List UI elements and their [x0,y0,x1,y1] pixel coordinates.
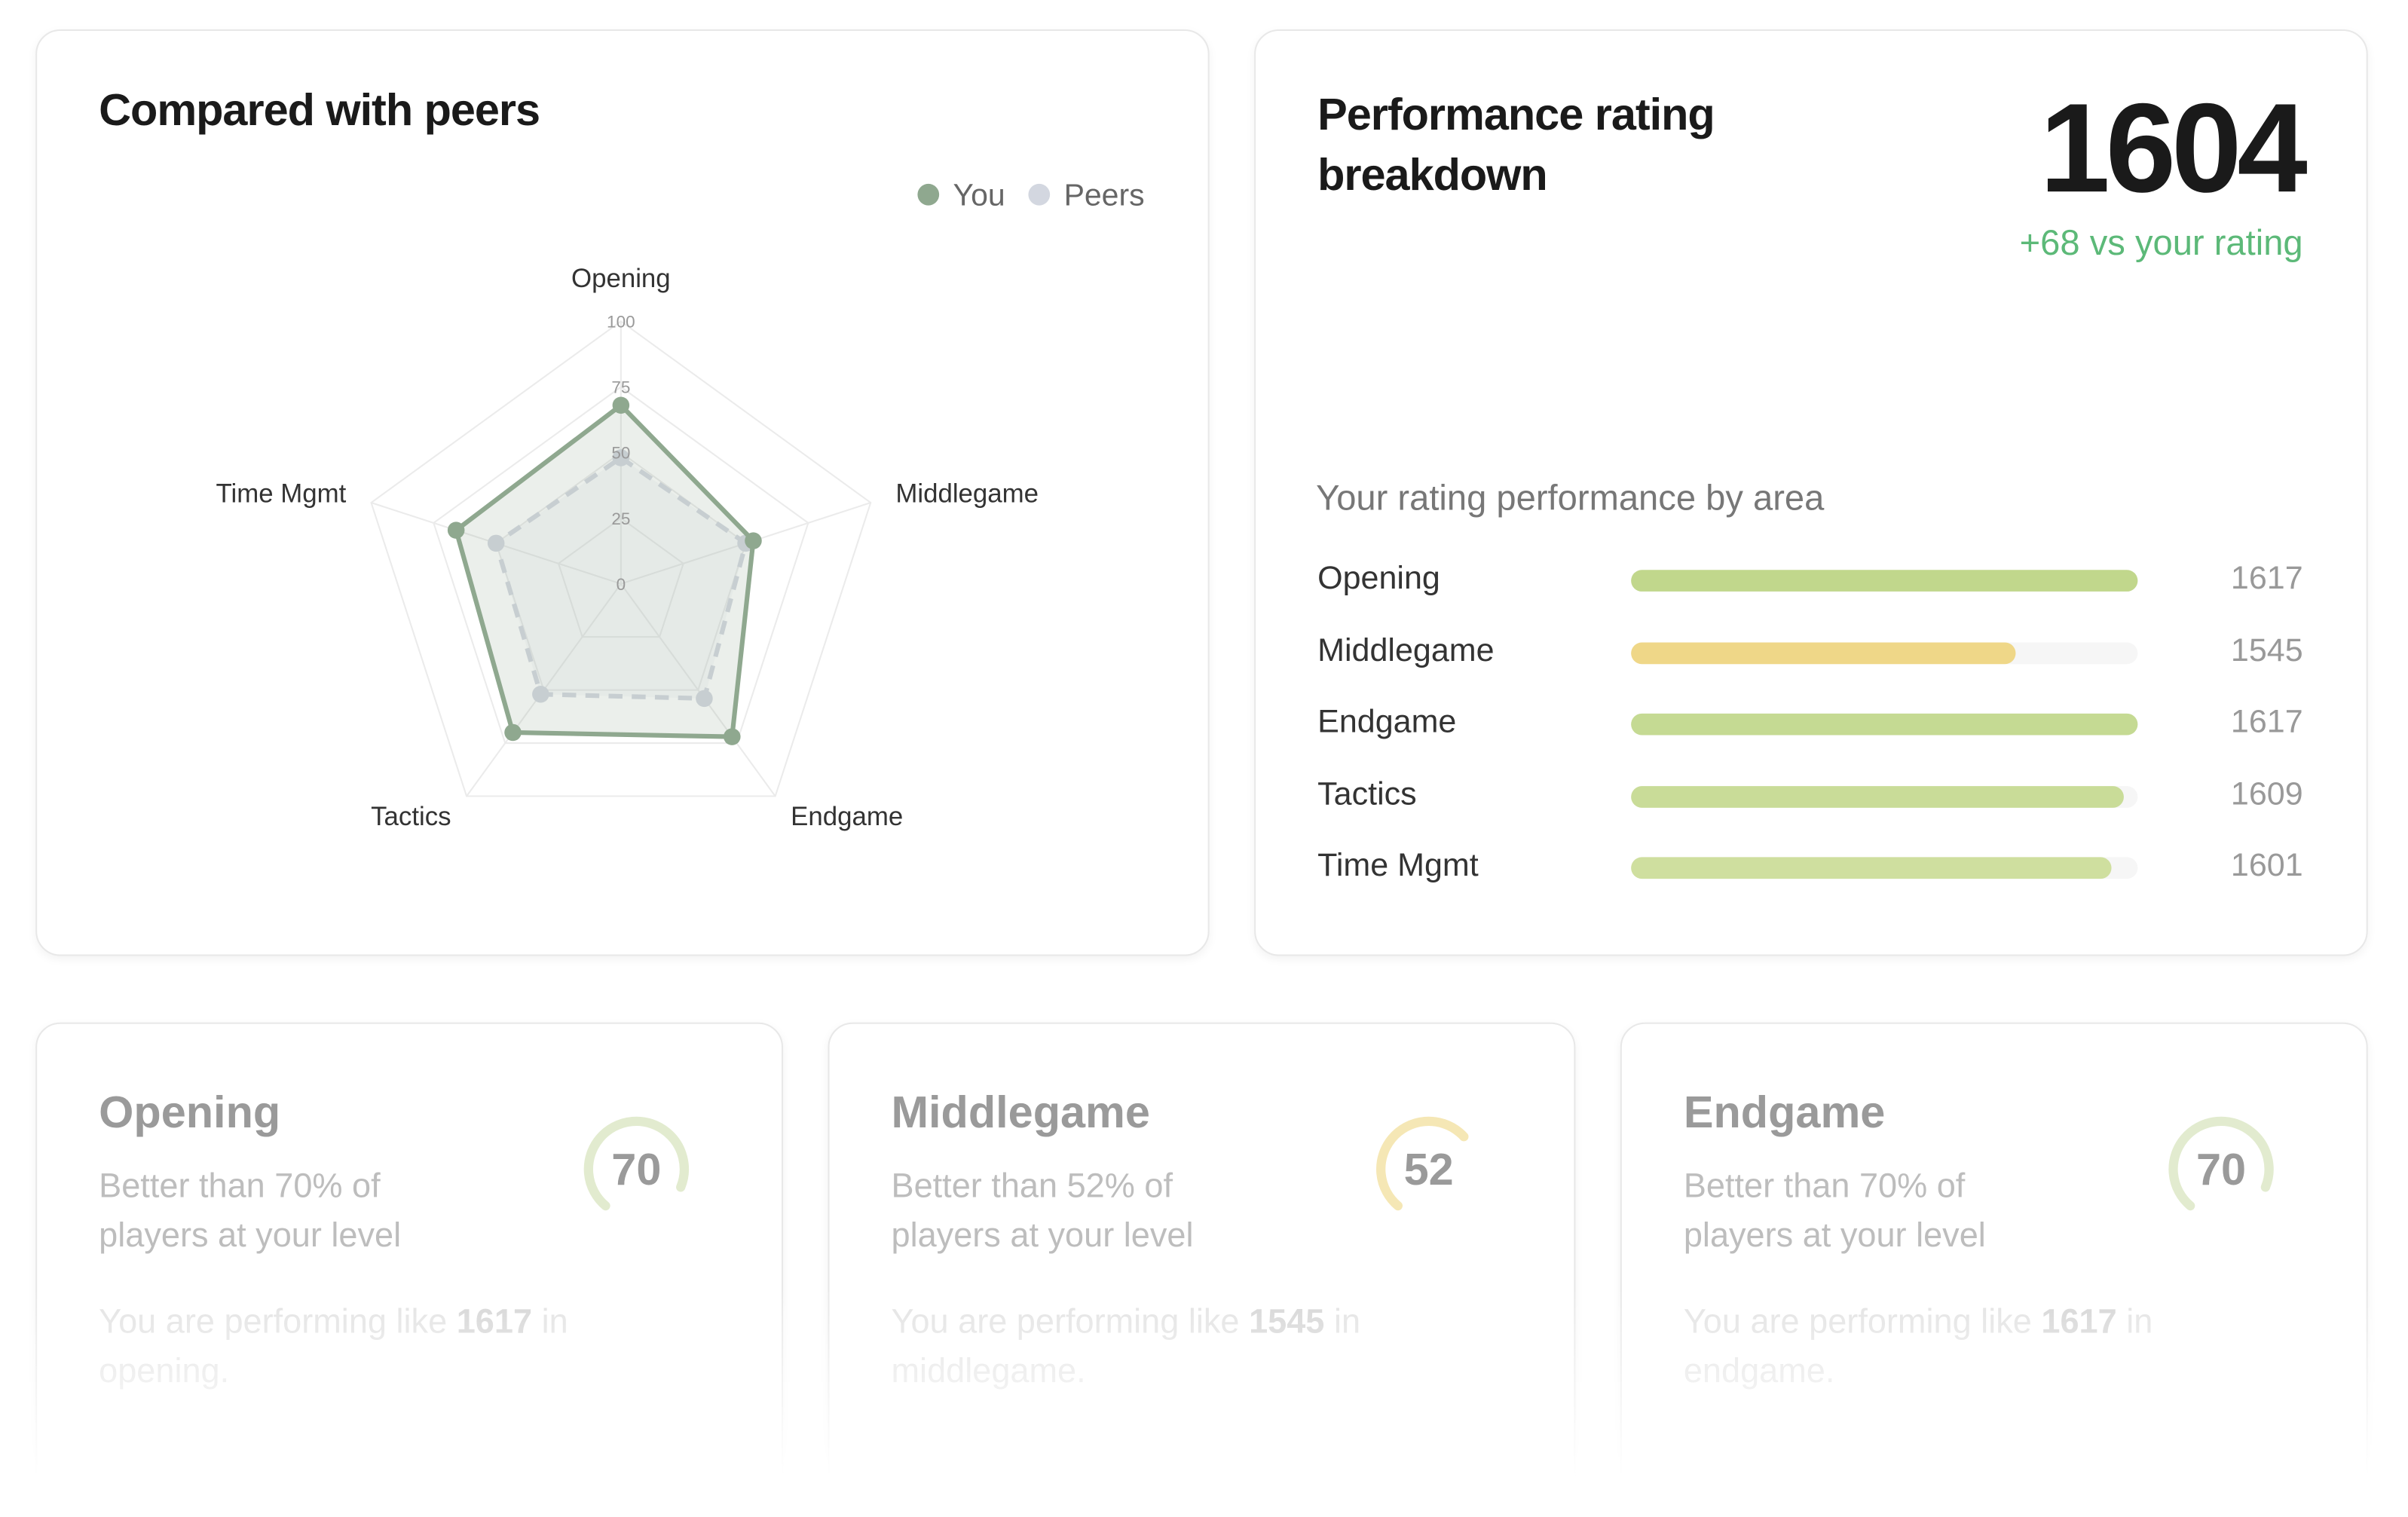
bar-value: 1545 [2230,632,2303,668]
area-title: Opening [99,1088,281,1139]
bar-value: 1601 [2230,848,2303,884]
r-tick-label: 75 [611,378,630,397]
bar-label: Time Mgmt [1317,848,1479,884]
axis-label: Tactics [371,802,451,831]
note-prefix: You are performing like [1683,1301,2032,1341]
area-card [35,1022,784,1517]
area-card [1620,1022,2368,1517]
area-card [828,1022,1576,1517]
area-note: You are performing like 1617 in endgame. [1684,1297,2240,1396]
area-note: You are performing like 1545 in middlega… [892,1297,1448,1396]
bar-label: Middlegame [1317,632,1495,668]
grid-ring [433,386,809,745]
bar-label: Opening [1317,560,1440,597]
bar-label: Endgame [1317,704,1457,740]
area-text: Better than 70% of players at your level [1683,1166,1986,1255]
ring-value: 70 [611,1144,661,1194]
r-tick-label: 0 [617,575,626,594]
card-title: Compared with peers [99,86,540,136]
axis-label: Time Mgmt [216,479,347,508]
series-point [612,449,630,466]
ring: 70 [2168,1116,2274,1222]
bar [1631,857,2111,879]
note-prefix: You are performing like [99,1301,448,1341]
dashboard: Compared with peers Opening Middlegame End… [0,29,2408,1517]
series-point [504,723,522,742]
ring-arc [583,1116,690,1222]
note-rating: 1617 [2041,1301,2117,1341]
bar-value: 1609 [2230,775,2303,812]
card-title: Performance rating breakdown [1317,90,1715,201]
area-text: Better than 52% of players at your level [891,1166,1194,1255]
legend-label: Peers [1064,178,1145,213]
note-suffix: in endgame. [1683,1301,2153,1390]
bar-value: 1617 [2230,560,2303,597]
area-title: Middlegame [891,1088,1150,1139]
legend-label: You [953,178,1005,213]
bar [1631,570,2138,592]
grid-ring [557,517,684,638]
series-point [612,396,630,414]
note-rating: 1545 [1249,1301,1325,1341]
series-area [493,454,749,702]
ring-value: 70 [2196,1144,2246,1194]
note-suffix: in opening. [99,1301,568,1390]
area-cards: Opening Better than 70% of players at you… [0,1004,2408,1517]
ring-arc [2168,1116,2274,1222]
series-point [724,728,741,745]
axis-label: Opening [571,264,671,293]
legend-swatch [917,183,940,206]
ring: 52 [1376,1116,1482,1222]
area-title: Endgame [1683,1088,1886,1139]
axis-line [620,583,776,797]
bar [1631,641,2017,664]
axis-label: Middlegame [895,479,1039,508]
series-area [453,402,756,739]
series-point [532,685,549,703]
grid-ring [370,320,872,797]
note-prefix: You are performing like [891,1301,1240,1341]
series-point [487,534,505,552]
rating-delta: +68 vs your rating [2019,222,2303,263]
axis-label: Endgame [791,802,903,831]
r-tick-label: 100 [607,312,635,331]
subtitle: Your rating performance by area [1316,477,1825,518]
r-tick-label: 25 [611,509,630,528]
ring-arc [1376,1116,1482,1222]
legend-swatch [1028,183,1051,206]
bar-value: 1617 [2230,704,2303,740]
ring: 70 [583,1116,690,1222]
peers-card [35,29,1210,956]
note-rating: 1617 [456,1301,533,1341]
radar-chart: Opening Middlegame Endgame Tactics Time Mgmt… [216,178,1145,831]
bar-label: Tactics [1317,775,1417,812]
ring-value: 52 [1404,1144,1454,1194]
area-text: Better than 70% of players at your level [99,1166,402,1255]
series-point [447,521,465,539]
series-point [745,532,762,549]
bar [1631,713,2138,736]
rating-value: 1604 [2039,78,2307,220]
note-suffix: in middlegame. [891,1301,1361,1390]
series-point [696,690,713,708]
bar [1631,785,2125,807]
r-tick-label: 50 [611,444,630,463]
area-note: You are performing like 1617 in opening. [99,1297,655,1396]
